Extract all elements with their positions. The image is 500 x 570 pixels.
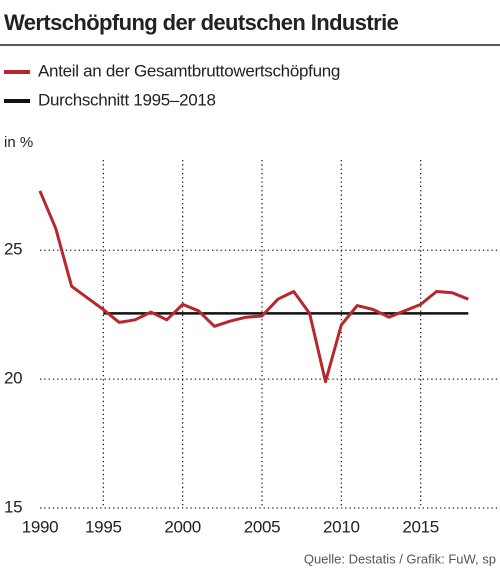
x-tick-label: 2015 [402, 517, 439, 536]
source: Quelle: Destatis / Grafik: FuW, sp [304, 551, 496, 566]
x-tick-label: 1990 [22, 517, 59, 536]
data-line [38, 190, 469, 384]
x-tick-label: 1995 [85, 517, 122, 536]
x-tick-label: 2005 [244, 517, 281, 536]
x-tick-label: 2010 [323, 517, 360, 536]
y-axis-label: in % [4, 134, 33, 151]
legend-label: Anteil an der Gesamtbruttowertschöpfung [38, 61, 340, 80]
y-tick-label: 15 [4, 497, 22, 516]
y-tick-label: 20 [4, 369, 22, 388]
legend-label: Durchschnitt 1995–2018 [38, 90, 216, 109]
x-tick-label: 2000 [164, 517, 201, 536]
chart-title: Wertschöpfung der deutschen Industrie [4, 10, 399, 35]
y-tick-label: 25 [4, 240, 22, 259]
